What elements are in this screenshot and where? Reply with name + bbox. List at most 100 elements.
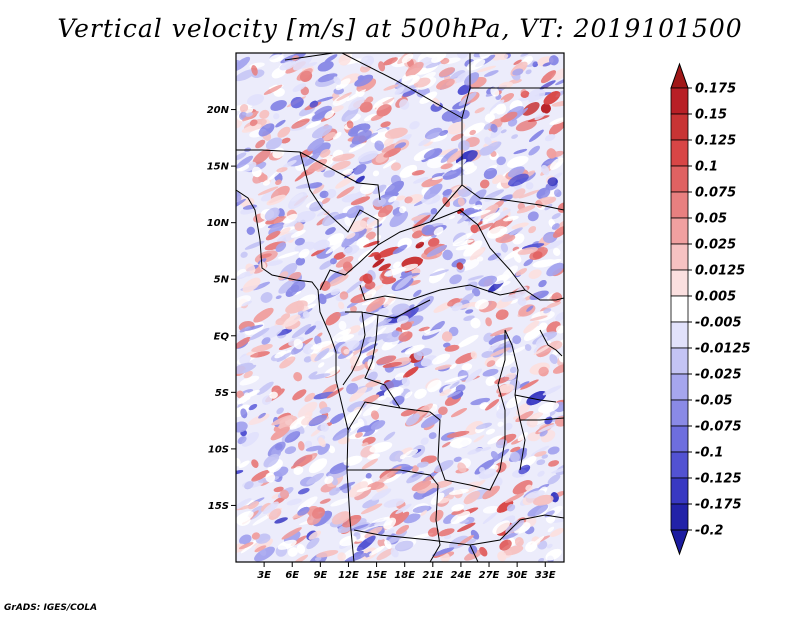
velocity-cell (465, 281, 478, 291)
velocity-cell (380, 192, 399, 200)
velocity-cell (449, 363, 457, 370)
velocity-cell (251, 459, 259, 468)
velocity-cell (389, 450, 404, 462)
velocity-cell (425, 61, 442, 69)
velocity-cell (539, 80, 556, 90)
velocity-cell (510, 446, 521, 453)
velocity-cell (463, 491, 481, 505)
velocity-cell (485, 399, 500, 411)
velocity-cell (275, 119, 286, 128)
velocity-cell (413, 176, 429, 184)
velocity-cell (371, 481, 380, 489)
velocity-cell (551, 213, 561, 220)
colorbar-swatch (670, 87, 689, 115)
velocity-cell (457, 334, 479, 348)
velocity-cell (377, 204, 393, 218)
velocity-cell (523, 320, 540, 334)
velocity-cell (354, 487, 372, 501)
velocity-cell (451, 302, 463, 312)
velocity-cell (457, 462, 467, 473)
velocity-cell (372, 170, 380, 177)
velocity-cell (362, 498, 380, 509)
velocity-cell (361, 458, 378, 470)
velocity-cell (418, 138, 432, 146)
velocity-cell (367, 252, 379, 257)
velocity-cell (413, 350, 423, 361)
velocity-cell (506, 155, 529, 168)
colorbar-level-label: -0.175 (695, 498, 742, 513)
velocity-cell (368, 545, 385, 556)
velocity-cell (529, 129, 544, 142)
velocity-cell (332, 212, 349, 220)
velocity-cell (263, 453, 280, 468)
velocity-cell (428, 432, 437, 439)
velocity-cell (386, 465, 402, 477)
velocity-cell (533, 494, 554, 506)
velocity-cell (404, 449, 419, 458)
velocity-cell (363, 240, 380, 248)
velocity-cell (490, 87, 500, 97)
velocity-cell (262, 395, 272, 405)
velocity-cell (506, 504, 516, 512)
velocity-cell (479, 467, 485, 473)
velocity-cell (535, 200, 543, 208)
velocity-cell (241, 124, 262, 133)
velocity-cell (509, 451, 521, 463)
velocity-cell (370, 128, 388, 143)
velocity-cell (392, 244, 408, 255)
border-southern (353, 514, 564, 562)
velocity-cell (474, 107, 485, 114)
velocity-cell (490, 104, 505, 115)
velocity-cell (515, 119, 537, 132)
velocity-cell (347, 400, 367, 413)
velocity-cell (351, 374, 366, 382)
velocity-cell (329, 258, 337, 265)
velocity-cell (377, 538, 386, 548)
velocity-cell (275, 242, 287, 252)
velocity-cell (512, 335, 522, 345)
velocity-cell (312, 507, 325, 519)
velocity-cell (331, 511, 351, 525)
velocity-cell (367, 371, 378, 382)
velocity-cell (268, 508, 282, 520)
velocity-cell (513, 253, 522, 263)
velocity-cell (319, 498, 331, 504)
velocity-cell (464, 549, 483, 561)
colorbar-swatch (670, 243, 689, 271)
velocity-cell (503, 545, 524, 556)
velocity-cell (500, 242, 509, 253)
velocity-cell (509, 227, 523, 236)
chart-title: Vertical velocity [m/s] at 500hPa, VT: 2… (57, 14, 743, 43)
velocity-cell (538, 366, 549, 377)
velocity-cell (399, 454, 406, 460)
velocity-cell (495, 309, 509, 320)
velocity-cell (239, 353, 251, 365)
velocity-cell (440, 163, 453, 170)
velocity-cell (456, 262, 464, 270)
velocity-cell (536, 459, 546, 466)
velocity-cell (337, 552, 346, 561)
lat-tick-label: 15S (208, 501, 229, 512)
velocity-cell (548, 460, 560, 467)
velocity-cell (384, 539, 392, 549)
velocity-cell (497, 421, 504, 427)
velocity-cell (551, 67, 564, 81)
velocity-cell (305, 445, 323, 452)
velocity-cell (398, 331, 413, 342)
velocity-cell (243, 204, 257, 210)
velocity-cell (274, 517, 288, 524)
velocity-cell (309, 373, 331, 380)
velocity-cell (485, 428, 495, 435)
velocity-cell (490, 451, 499, 460)
velocity-cell (241, 431, 259, 447)
velocity-cell (391, 162, 401, 171)
velocity-cell (278, 227, 291, 236)
velocity-cell (451, 504, 465, 512)
velocity-cell (262, 180, 271, 186)
velocity-cell (557, 202, 564, 213)
velocity-cell (245, 112, 253, 117)
velocity-cell (517, 432, 528, 442)
velocity-cell (378, 263, 391, 272)
velocity-cell (534, 112, 546, 121)
border-sudan-south (461, 184, 564, 301)
